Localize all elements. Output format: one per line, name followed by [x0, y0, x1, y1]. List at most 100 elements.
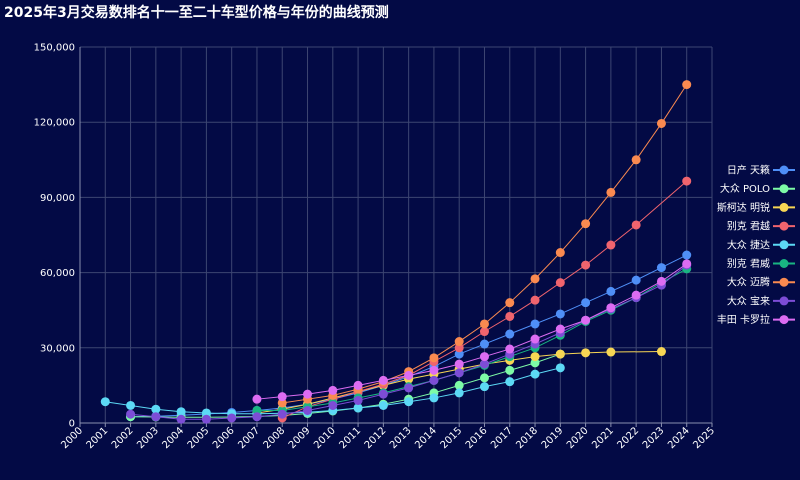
data-point[interactable]: [505, 365, 515, 375]
data-point[interactable]: [656, 118, 666, 128]
data-point[interactable]: [505, 298, 515, 308]
data-point[interactable]: [429, 353, 439, 363]
data-point[interactable]: [176, 407, 186, 417]
data-point[interactable]: [151, 412, 161, 422]
data-point[interactable]: [126, 400, 136, 410]
data-point[interactable]: [530, 369, 540, 379]
legend-item[interactable]: 大众 迈腾: [727, 276, 795, 289]
data-point[interactable]: [227, 413, 237, 423]
data-point[interactable]: [479, 352, 489, 362]
data-point[interactable]: [631, 290, 641, 300]
data-point[interactable]: [252, 394, 262, 404]
data-point[interactable]: [530, 334, 540, 344]
data-point[interactable]: [581, 348, 591, 358]
data-point[interactable]: [606, 303, 616, 313]
data-point[interactable]: [606, 286, 616, 296]
data-point[interactable]: [656, 276, 666, 286]
data-point[interactable]: [555, 363, 565, 373]
data-point[interactable]: [682, 80, 692, 90]
data-point[interactable]: [252, 412, 262, 422]
legend-item[interactable]: 大众 POLO: [720, 182, 795, 195]
data-point[interactable]: [682, 259, 692, 269]
data-point[interactable]: [277, 409, 287, 419]
data-point[interactable]: [505, 311, 515, 321]
data-point[interactable]: [479, 359, 489, 369]
data-point[interactable]: [581, 260, 591, 270]
data-point[interactable]: [378, 389, 388, 399]
data-point[interactable]: [555, 324, 565, 334]
data-point[interactable]: [404, 370, 414, 380]
legend-item[interactable]: 大众 宝来: [727, 294, 795, 307]
data-point[interactable]: [378, 375, 388, 385]
data-point[interactable]: [252, 405, 262, 415]
data-point[interactable]: [454, 388, 464, 398]
data-point[interactable]: [656, 263, 666, 273]
data-point[interactable]: [682, 250, 692, 260]
data-point[interactable]: [328, 400, 338, 410]
legend-item[interactable]: 日产 天籁: [727, 164, 795, 177]
data-point[interactable]: [277, 392, 287, 402]
data-point[interactable]: [404, 383, 414, 393]
legend-item[interactable]: 丰田 卡罗拉: [717, 313, 795, 326]
data-point[interactable]: [201, 408, 211, 418]
legend-item[interactable]: 斯柯达 明锐: [717, 201, 795, 214]
data-point[interactable]: [530, 358, 540, 368]
data-point[interactable]: [631, 275, 641, 285]
data-point[interactable]: [353, 380, 363, 390]
data-point[interactable]: [581, 315, 591, 325]
data-point[interactable]: [479, 327, 489, 337]
data-point[interactable]: [201, 414, 211, 424]
data-point[interactable]: [581, 219, 591, 229]
data-point[interactable]: [429, 393, 439, 403]
data-point[interactable]: [479, 319, 489, 329]
data-point[interactable]: [100, 397, 110, 407]
data-point[interactable]: [151, 404, 161, 414]
data-point[interactable]: [277, 398, 287, 408]
data-point[interactable]: [505, 344, 515, 354]
data-point[interactable]: [555, 349, 565, 359]
data-point[interactable]: [555, 248, 565, 258]
data-point[interactable]: [429, 365, 439, 375]
data-point[interactable]: [682, 176, 692, 186]
data-point[interactable]: [303, 389, 313, 399]
data-point[interactable]: [328, 385, 338, 395]
data-point[interactable]: [505, 377, 515, 387]
legend-item[interactable]: 别克 君越: [727, 220, 795, 233]
data-point[interactable]: [631, 220, 641, 230]
data-point[interactable]: [429, 375, 439, 385]
data-point[interactable]: [176, 414, 186, 424]
data-point[interactable]: [530, 274, 540, 284]
data-point[interactable]: [656, 347, 666, 357]
legend-item[interactable]: 别克 君威: [727, 257, 795, 270]
data-point[interactable]: [606, 187, 616, 197]
data-point[interactable]: [505, 329, 515, 339]
data-point[interactable]: [631, 155, 641, 165]
data-point[interactable]: [581, 298, 591, 308]
data-point[interactable]: [454, 380, 464, 390]
data-point[interactable]: [303, 405, 313, 415]
data-point[interactable]: [479, 339, 489, 349]
data-point[interactable]: [454, 337, 464, 347]
data-point[interactable]: [530, 352, 540, 362]
data-point[interactable]: [126, 409, 136, 419]
data-point[interactable]: [479, 373, 489, 383]
data-point[interactable]: [479, 382, 489, 392]
data-point[interactable]: [404, 397, 414, 407]
data-point[interactable]: [530, 319, 540, 329]
data-point[interactable]: [555, 309, 565, 319]
data-point[interactable]: [454, 349, 464, 359]
data-point[interactable]: [454, 359, 464, 369]
data-point[interactable]: [606, 347, 616, 357]
data-point[interactable]: [454, 368, 464, 378]
series-8: [252, 259, 692, 404]
data-point[interactable]: [353, 395, 363, 405]
data-point[interactable]: [378, 400, 388, 410]
legend-label: 别克 君威: [727, 257, 770, 270]
data-point[interactable]: [353, 403, 363, 413]
data-point[interactable]: [530, 295, 540, 305]
data-point[interactable]: [606, 240, 616, 250]
legend-item[interactable]: 大众 捷达: [727, 238, 795, 251]
data-point[interactable]: [454, 343, 464, 353]
data-point[interactable]: [555, 278, 565, 288]
